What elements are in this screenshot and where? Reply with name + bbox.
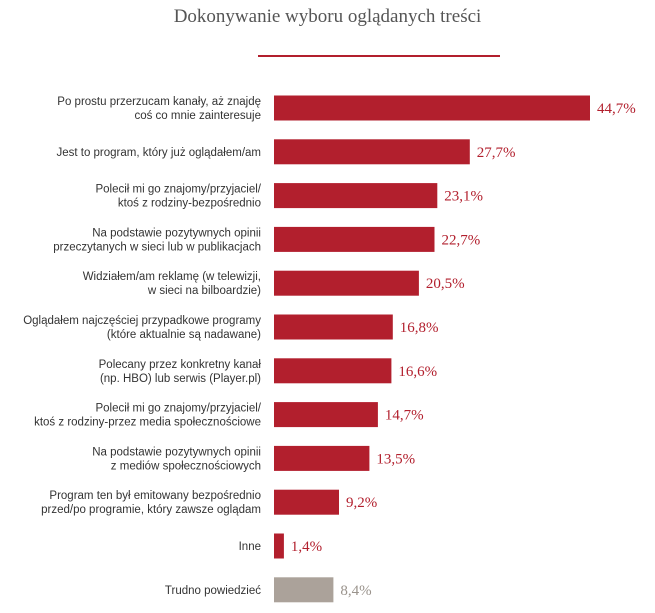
- category-label: w sieci na bilboardzie): [147, 285, 261, 297]
- bar: [274, 95, 590, 121]
- value-label: 16,8%: [400, 320, 439, 336]
- category-label: Polecił mi go znajomy/przyjaciel/: [95, 184, 261, 196]
- category-label: Polecany przez konkretny kanał: [99, 359, 262, 371]
- value-label: 9,2%: [346, 495, 377, 511]
- bar: [274, 183, 438, 209]
- value-label: 20,5%: [426, 276, 465, 292]
- value-label: 14,7%: [385, 408, 424, 424]
- category-label: Widziałem/am reklamę (w telewizji,: [83, 271, 261, 283]
- category-label: ktoś z rodziny-przez media społecznościo…: [34, 417, 261, 429]
- category-label: z mediów społecznościowych: [111, 460, 261, 472]
- value-label: 23,1%: [444, 189, 483, 205]
- category-label: ktoś z rodziny-bezpośrednio: [118, 198, 261, 210]
- bar: [274, 577, 334, 603]
- category-label: Trudno powiedzieć: [165, 585, 261, 597]
- value-label: 8,4%: [340, 583, 371, 599]
- bar: [274, 139, 470, 165]
- category-label: Na podstawie pozytywnych opinii: [92, 227, 261, 239]
- title-divider: [258, 55, 500, 57]
- category-label: Program ten był emitowany bezpośrednio: [49, 490, 261, 502]
- chart-title: Dokonywanie wyboru oglądanych treści: [173, 6, 482, 27]
- value-label: 16,6%: [398, 364, 437, 380]
- category-label: coś co mnie zainteresuje: [134, 110, 261, 122]
- category-label: przeczytanych w sieci lub w publikacjach: [53, 241, 261, 253]
- value-label: 22,7%: [442, 232, 481, 248]
- bar: [274, 533, 284, 559]
- value-label: 44,7%: [597, 101, 636, 117]
- category-label: Oglądałem najczęściej przypadkowe progra…: [23, 315, 261, 327]
- bar: [274, 402, 378, 428]
- bar: [274, 358, 392, 384]
- value-label: 1,4%: [291, 539, 322, 555]
- bar: [274, 314, 393, 340]
- bar: [274, 270, 419, 296]
- bar: [274, 226, 435, 252]
- category-label: Jest to program, który już oglądałem/am: [56, 147, 261, 159]
- value-label: 27,7%: [477, 145, 516, 161]
- category-label: Na podstawie pozytywnych opinii: [92, 446, 261, 458]
- bar: [274, 489, 339, 515]
- category-label: Polecił mi go znajomy/przyjaciel/: [95, 403, 261, 415]
- category-label: Inne: [239, 541, 261, 553]
- category-label: (które aktualnie są nadawane): [107, 329, 261, 341]
- category-label: Po prostu przerzucam kanały, aż znajdę: [57, 96, 261, 108]
- value-label: 13,5%: [376, 451, 415, 467]
- category-label: przed/po programie, który zawsze oglądam: [41, 504, 261, 516]
- bar: [274, 445, 370, 471]
- category-label: (np. HBO) lub serwis (Player.pl): [100, 373, 261, 385]
